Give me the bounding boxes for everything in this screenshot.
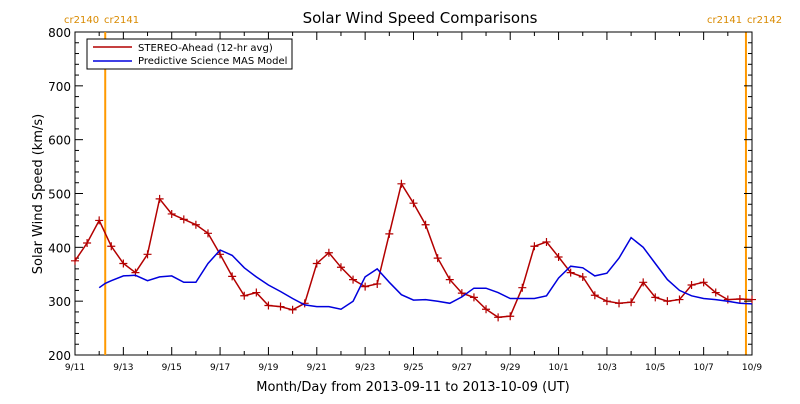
y-tick-label: 700: [48, 80, 71, 94]
data-point: [542, 237, 551, 246]
data-point: [554, 253, 563, 262]
y-axis-label: Solar Wind Speed (km/s): [31, 114, 46, 274]
data-point: [83, 239, 92, 248]
data-point: [615, 299, 624, 308]
data-point: [155, 194, 164, 203]
data-point: [675, 295, 684, 304]
data-point: [711, 288, 720, 297]
y-tick-label: 800: [48, 26, 71, 40]
data-point: [663, 297, 672, 306]
rotation-lines: [104, 32, 747, 355]
rotation-labels: cr2140 cr2141 cr2141 cr2142: [64, 15, 782, 26]
data-point: [373, 279, 382, 288]
x-axis-label: Month/Day from 2013-09-11 to 2013-10-09 …: [256, 380, 569, 395]
data-point: [482, 305, 491, 314]
data-point: [590, 291, 599, 300]
series-group: [71, 179, 756, 322]
data-point: [336, 263, 345, 272]
rotation-label-right: cr2141: [104, 15, 139, 26]
data-point: [627, 298, 636, 307]
data-point: [409, 199, 418, 208]
data-point: [699, 278, 708, 287]
y-tick-label: 400: [48, 241, 71, 255]
data-point: [143, 250, 152, 259]
x-tick-label: 9/27: [452, 363, 472, 373]
rotation-label-left: cr2140: [64, 15, 99, 26]
x-tick-label: 10/9: [742, 363, 762, 373]
x-tick-label: 9/11: [65, 363, 85, 373]
plot-area: [74, 31, 753, 356]
x-tick-label: 9/25: [403, 363, 423, 373]
data-point: [119, 259, 128, 268]
data-point: [288, 305, 297, 314]
data-point: [735, 295, 744, 304]
data-point: [240, 291, 249, 300]
x-tick-label: 10/3: [597, 363, 617, 373]
data-point: [361, 282, 370, 291]
x-tick-label: 10/7: [694, 363, 714, 373]
series-line-model: [98, 236, 753, 310]
legend-box: [86, 38, 293, 70]
data-point: [179, 215, 188, 224]
data-point: [506, 312, 515, 321]
data-point: [723, 295, 732, 304]
data-point: [312, 259, 321, 268]
data-point: [397, 179, 406, 188]
y-tick-label: 500: [48, 188, 71, 202]
data-point: [578, 272, 587, 281]
chart-title: Solar Wind Speed Comparisons: [303, 9, 538, 27]
data-point: [216, 250, 225, 259]
x-tick-label: 10/1: [548, 363, 568, 373]
data-point: [518, 283, 527, 292]
data-point: [191, 220, 200, 229]
x-tick-label: 10/5: [645, 363, 665, 373]
data-point: [639, 278, 648, 287]
x-tick-label: 9/19: [258, 363, 278, 373]
data-point: [349, 275, 358, 284]
x-tick-label: 9/21: [307, 363, 327, 373]
y-tick-label: 600: [48, 134, 71, 148]
data-point: [687, 281, 696, 290]
x-tick-label: 9/23: [355, 363, 375, 373]
x-tick-label: 9/17: [210, 363, 230, 373]
y-tick-label: 300: [48, 295, 71, 309]
rotation-label-right: cr2142: [747, 15, 782, 26]
data-point: [252, 288, 261, 297]
legend-label-model: Predictive Science MAS Model: [138, 56, 287, 67]
data-point: [494, 313, 503, 322]
data-point: [421, 220, 430, 229]
data-point: [203, 229, 212, 238]
data-point: [469, 293, 478, 302]
data-point: [385, 229, 394, 238]
data-point: [748, 295, 756, 304]
data-point: [71, 256, 79, 265]
data-point: [107, 242, 116, 251]
x-tick-label: 9/29: [500, 363, 520, 373]
x-tick-label: 9/15: [162, 363, 182, 373]
data-point: [602, 297, 611, 306]
data-point: [95, 216, 104, 225]
data-point: [276, 302, 285, 311]
rotation-label-left: cr2141: [707, 15, 742, 26]
data-point: [445, 275, 454, 284]
data-point: [457, 289, 466, 298]
legend-label-stereo: STEREO-Ahead (12-hr avg): [138, 43, 273, 54]
data-point: [264, 301, 273, 310]
y-tick-label: 200: [48, 349, 71, 363]
data-point: [167, 209, 176, 218]
x-axis: 9/11 9/13 9/15 9/17 9/19 9/21 9/23 9/25 9/27 9/29…: [65, 32, 762, 373]
x-tick-label: 9/13: [113, 363, 133, 373]
y-axis: 200 300 400 500 600 700 800: [48, 26, 752, 363]
data-point: [228, 272, 237, 281]
data-point: [433, 254, 442, 263]
data-point: [324, 248, 333, 257]
data-point: [566, 268, 575, 277]
legend: STEREO-Ahead (12-hr avg) Predictive Scie…: [86, 38, 293, 70]
data-point: [651, 293, 660, 302]
data-point: [530, 242, 539, 251]
